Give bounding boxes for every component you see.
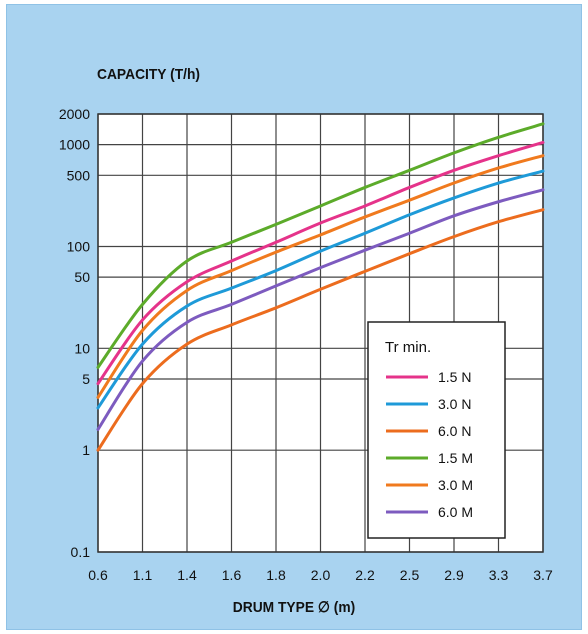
x-tick-label: 1.6 [222,567,242,583]
legend-label: 1.5 N [438,369,471,385]
legend-title: Tr min. [385,339,431,356]
x-tick-label: 3.3 [489,567,509,583]
x-tick-label: 1.1 [133,567,153,583]
series-line [96,208,545,452]
y-tick-label: 1 [82,442,90,458]
x-tick-label: 2.0 [311,567,331,583]
series-line [96,188,545,431]
x-tick-label: 1.8 [266,567,286,583]
y-tick-label: 1000 [59,137,90,153]
y-tick-label: 5 [82,371,90,387]
legend-label: 1.5 M [438,450,473,466]
y-tick-label: 500 [67,167,91,183]
legend-label: 3.0 N [438,396,471,412]
series-line [96,154,545,399]
y-axis-label: CAPACITY (T/h) [97,66,200,83]
legend-box [367,321,506,539]
y-tick-label: 0.1 [71,544,91,560]
series-line [96,122,545,369]
series-line [96,169,545,410]
x-tick-label: 0.6 [88,567,108,583]
y-tick-label: 2000 [59,106,90,122]
series-line [96,140,545,386]
x-axis-label: DRUM TYPE ∅ (m) [232,599,356,616]
x-tick-label: 2.9 [444,567,464,583]
legend-label: 6.0 M [438,504,473,520]
legend-label: 3.0 M [438,477,473,493]
legend-label: 6.0 N [438,423,471,439]
y-tick-label: 100 [67,238,91,254]
x-tick-label: 3.7 [533,567,553,583]
plot-border [97,113,544,553]
y-tick-label: 10 [74,340,90,356]
x-tick-label: 1.4 [177,567,197,583]
x-tick-label: 2.2 [355,567,375,583]
y-tick-label: 50 [74,269,90,285]
x-tick-label: 2.5 [400,567,420,583]
